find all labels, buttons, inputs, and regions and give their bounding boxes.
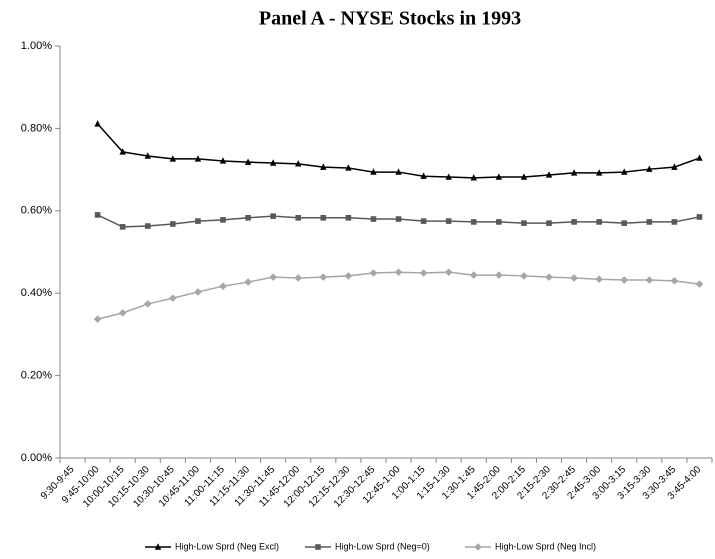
- marker: [444, 268, 453, 276]
- series-line: [97, 271, 700, 320]
- y-tick-label: 0.60%: [21, 205, 52, 217]
- marker: [295, 160, 302, 167]
- legend-marker: [474, 543, 482, 551]
- marker: [244, 158, 252, 165]
- marker: [244, 278, 252, 286]
- legend-label: High-Low Sprd (Neg=0): [335, 541, 430, 551]
- marker: [596, 219, 602, 225]
- marker: [345, 215, 352, 221]
- marker: [645, 276, 654, 284]
- marker: [220, 217, 226, 223]
- marker: [394, 268, 403, 276]
- marker: [445, 218, 452, 224]
- marker: [94, 212, 101, 218]
- marker: [369, 269, 378, 277]
- marker: [670, 277, 679, 285]
- y-tick-label: 1.00%: [21, 40, 52, 52]
- marker: [143, 300, 152, 308]
- marker: [319, 273, 328, 281]
- marker: [245, 215, 251, 221]
- marker: [570, 169, 578, 176]
- marker: [295, 215, 302, 221]
- marker: [420, 218, 427, 224]
- marker: [646, 219, 653, 225]
- marker: [119, 148, 126, 155]
- marker: [194, 288, 202, 296]
- marker: [270, 213, 276, 219]
- marker: [470, 219, 477, 225]
- marker: [545, 273, 553, 281]
- y-tick-label: 0.00%: [21, 452, 52, 464]
- y-tick-label: 0.80%: [21, 122, 52, 134]
- marker: [470, 174, 477, 181]
- marker: [370, 168, 377, 175]
- legend: High-Low Sprd (Neg Excl) High-Low Sprd (N…: [145, 541, 596, 551]
- marker: [119, 224, 126, 230]
- marker: [269, 273, 277, 281]
- marker: [570, 274, 578, 282]
- y-tick-label: 0.20%: [21, 370, 52, 382]
- marker: [294, 274, 303, 282]
- legend-label: High-Low Sprd (Neg Incl): [495, 541, 596, 551]
- marker: [194, 155, 202, 162]
- marker: [469, 271, 478, 279]
- marker: [496, 219, 502, 225]
- marker: [419, 269, 428, 277]
- marker: [344, 272, 353, 280]
- legend-label: High-Low Sprd (Neg Excl): [175, 541, 279, 551]
- marker: [320, 163, 327, 170]
- marker: [595, 275, 603, 283]
- legend-marker: [154, 543, 162, 550]
- marker: [595, 169, 603, 176]
- marker: [520, 173, 528, 180]
- marker: [118, 309, 127, 317]
- marker: [219, 282, 227, 290]
- y-tick-label: 0.40%: [21, 287, 52, 299]
- marker: [521, 220, 527, 226]
- marker: [696, 214, 703, 220]
- marker: [520, 272, 528, 280]
- marker: [345, 164, 352, 171]
- marker: [420, 172, 427, 179]
- marker: [169, 155, 177, 162]
- marker: [320, 215, 327, 221]
- marker: [395, 168, 402, 175]
- marker: [169, 294, 177, 302]
- marker: [219, 157, 227, 164]
- marker: [695, 280, 704, 288]
- marker: [646, 165, 653, 172]
- marker: [621, 220, 628, 226]
- marker: [370, 216, 377, 222]
- marker: [94, 120, 101, 127]
- marker: [545, 171, 553, 178]
- marker: [495, 271, 503, 279]
- marker: [620, 276, 629, 284]
- marker: [170, 221, 176, 227]
- marker: [696, 154, 703, 161]
- legend-marker: [315, 544, 321, 550]
- marker: [195, 218, 201, 224]
- marker: [495, 173, 503, 180]
- marker: [671, 219, 678, 225]
- chart-title: Panel A - NYSE Stocks in 1993: [259, 8, 521, 30]
- marker: [144, 223, 151, 229]
- marker: [546, 220, 552, 226]
- marker: [571, 219, 577, 225]
- marker: [445, 173, 452, 180]
- marker: [269, 159, 277, 166]
- marker: [395, 216, 402, 222]
- marker: [671, 163, 678, 170]
- marker: [621, 168, 628, 175]
- marker: [144, 152, 151, 159]
- marker: [93, 315, 102, 323]
